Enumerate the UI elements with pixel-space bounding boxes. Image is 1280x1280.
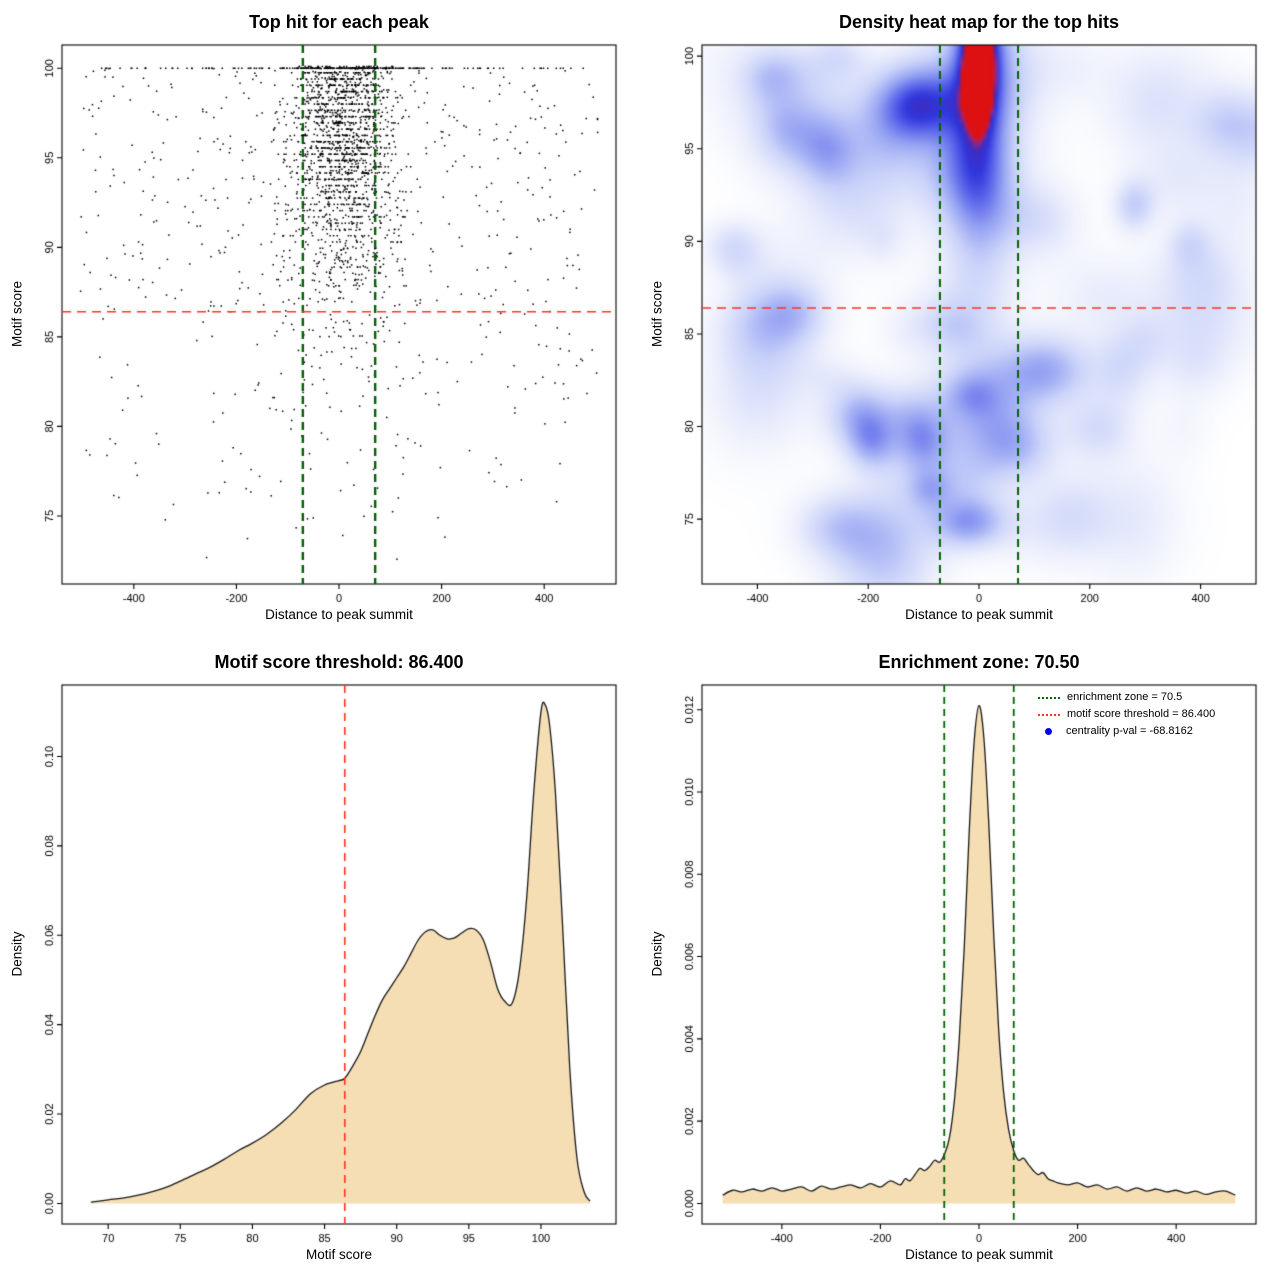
panel-top-hit-scatter: Top hit for each peak Distance to peak s…	[0, 0, 640, 640]
scatter-plot-canvas	[0, 0, 640, 640]
legend-label-centrality-pval: centrality p-val = -68.8162	[1066, 725, 1193, 737]
legend-item-centrality-pval: centrality p-val = -68.8162	[1038, 724, 1215, 739]
score-density-canvas	[0, 640, 640, 1280]
panel-distance-density: Enrichment zone: 70.50 Distance to peak …	[640, 640, 1280, 1280]
chart-title-top-hits: Top hit for each peak	[249, 12, 429, 32]
y-axis-label: Density	[649, 931, 665, 977]
chart-title-heatmap: Density heat map for the top hits	[838, 12, 1120, 32]
blue-dot-swatch	[1045, 728, 1052, 735]
legend-label-enrichment-zone: enrichment zone = 70.5	[1067, 691, 1183, 703]
x-axis-label: Distance to peak summit	[265, 607, 413, 622]
legend-item-score-threshold: motif score threshold = 86.400	[1038, 707, 1215, 722]
y-axis-label: Motif score	[9, 280, 25, 348]
legend-label-score-threshold: motif score threshold = 86.400	[1067, 708, 1216, 720]
heatmap-canvas	[640, 0, 1280, 640]
y-axis-label: Motif score	[649, 280, 665, 348]
panel-density-heatmap: Density heat map for the top hits Distan…	[640, 0, 1280, 640]
y-axis-label: Density	[9, 931, 25, 977]
chart-title-score-threshold: Motif score threshold: 86.400	[214, 652, 464, 672]
x-axis-label: Distance to peak summit	[905, 1247, 1053, 1262]
x-axis-label: Distance to peak summit	[905, 607, 1053, 622]
legend: enrichment zone = 70.5 motif score thres…	[1038, 690, 1215, 741]
green-dotted-line-swatch	[1038, 696, 1060, 699]
chart-title-enrichment-zone: Enrichment zone: 70.50	[878, 652, 1080, 672]
red-dotted-line-swatch	[1038, 713, 1060, 716]
panel-motif-score-density: Motif score threshold: 86.400 Motif scor…	[0, 640, 640, 1280]
x-axis-label: Motif score	[305, 1247, 373, 1262]
distance-density-canvas	[640, 640, 1280, 1280]
legend-item-enrichment-zone: enrichment zone = 70.5	[1038, 690, 1215, 705]
